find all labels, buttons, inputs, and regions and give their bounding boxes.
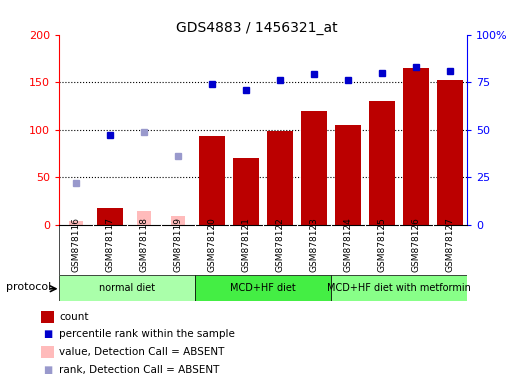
Text: rank, Detection Call = ABSENT: rank, Detection Call = ABSENT [59,365,220,375]
Text: count: count [59,312,89,322]
Bar [335,125,361,225]
Text: GSM878127: GSM878127 [445,217,455,272]
Text: GSM878122: GSM878122 [275,217,284,272]
Bar [195,275,331,301]
Text: GSM878116: GSM878116 [71,217,81,272]
Bar [369,101,394,225]
Text: ■: ■ [43,329,52,339]
Bar [331,275,467,301]
Bar [69,221,83,225]
Bar [137,211,151,225]
Text: GSM878117: GSM878117 [106,217,114,272]
Text: percentile rank within the sample: percentile rank within the sample [59,329,235,339]
Bar [403,68,428,225]
Text: GDS4883 / 1456321_at: GDS4883 / 1456321_at [175,21,338,35]
Text: GSM878120: GSM878120 [207,217,216,272]
Text: GSM878124: GSM878124 [343,217,352,272]
Text: MCD+HF diet with metformin: MCD+HF diet with metformin [327,283,471,293]
Text: ■: ■ [43,365,52,375]
Bar [97,207,123,225]
Bar [59,275,195,301]
Text: value, Detection Call = ABSENT: value, Detection Call = ABSENT [59,347,224,357]
Bar [233,158,259,225]
Text: GSM878125: GSM878125 [378,217,386,272]
Text: normal diet: normal diet [99,283,155,293]
Text: MCD+HF diet: MCD+HF diet [230,283,296,293]
Text: GSM878118: GSM878118 [140,217,148,272]
Bar [199,136,225,225]
Text: protocol: protocol [6,282,51,292]
Text: GSM878119: GSM878119 [173,217,183,272]
Text: GSM878126: GSM878126 [411,217,420,272]
Bar [267,131,292,225]
Bar [171,216,185,225]
Bar [437,80,463,225]
Text: GSM878123: GSM878123 [309,217,319,272]
Text: GSM878121: GSM878121 [242,217,250,272]
Bar [301,111,327,225]
